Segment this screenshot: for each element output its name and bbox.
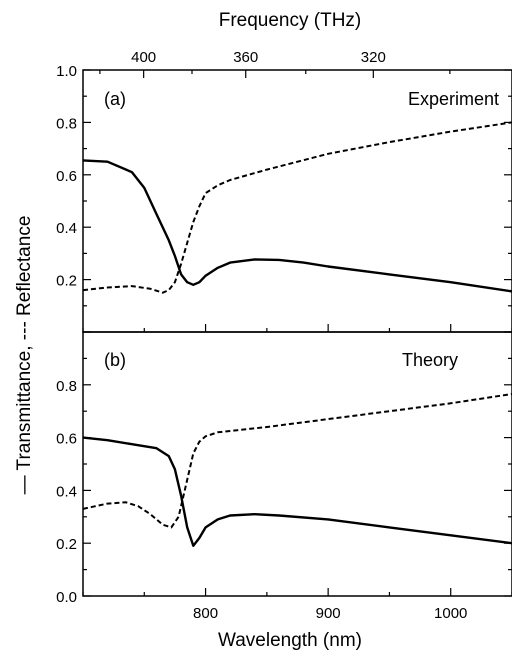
panel-a-y-tick-label: 1.0 <box>56 63 77 80</box>
top-axis-label: Frequency (THz) <box>219 10 362 31</box>
panel-a-y-ticks: 0.2 0.4 0.6 0.8 1.0 <box>56 63 512 333</box>
panel-b-reflectance-line <box>82 393 512 529</box>
panel-b-frame <box>82 331 512 597</box>
panel-a-series <box>82 121 512 294</box>
panel-a-label: (a) <box>104 89 126 109</box>
panel-b-y-tick-label: 0.0 <box>56 589 77 606</box>
panel-b-y-tick-label: 0.4 <box>56 483 77 500</box>
panel-b-annotation: Theory <box>402 350 458 370</box>
panel-b-x-tick-label: 800 <box>193 605 218 622</box>
panel-a-top-tick-label: 360 <box>233 49 258 66</box>
panel-a-top-ticks: 400 360 320 <box>99 49 451 78</box>
panel-b-x-tick-label: 1000 <box>434 605 467 622</box>
panel-a-reflectance-line <box>82 121 512 294</box>
panel-b-y-ticks: 0.0 0.2 0.4 0.6 0.8 <box>56 331 512 606</box>
panel-a-y-tick-label: 0.2 <box>56 273 77 290</box>
panel-b: (b) Theory 0.0 0.2 0.4 0.6 0.8 800 900 1000 <box>56 331 512 622</box>
panel-b-x-tick-label: 900 <box>316 605 341 622</box>
panel-b-y-tick-label: 0.8 <box>56 378 77 395</box>
panel-a-x-ticks <box>82 324 512 332</box>
panel-a-y-tick-label: 0.6 <box>56 168 77 185</box>
panel-b-y-tick-label: 0.6 <box>56 431 77 448</box>
panel-b-x-ticks: 800 900 1000 <box>82 588 512 622</box>
bottom-axis-label: Wavelength (nm) <box>218 630 362 651</box>
y-axis-label: — Transmittance, --- Reflectance <box>14 216 35 495</box>
panel-b-series <box>82 393 512 547</box>
panel-a-top-tick-label: 320 <box>361 49 386 66</box>
panel-a-transmittance-line <box>82 159 512 293</box>
panel-a: (a) Experiment 0.2 0.4 0.6 0.8 1.0 400 360 320 <box>56 49 512 333</box>
panel-a-annotation: Experiment <box>408 89 499 109</box>
panel-b-transmittance-line <box>82 436 512 547</box>
panel-b-y-tick-label: 0.2 <box>56 536 77 553</box>
panel-a-frame <box>82 69 512 333</box>
panel-a-y-tick-label: 0.8 <box>56 115 77 132</box>
panel-a-top-tick-label: 400 <box>131 49 156 66</box>
panel-b-label: (b) <box>104 350 126 370</box>
panel-a-y-tick-label: 0.4 <box>56 220 77 237</box>
